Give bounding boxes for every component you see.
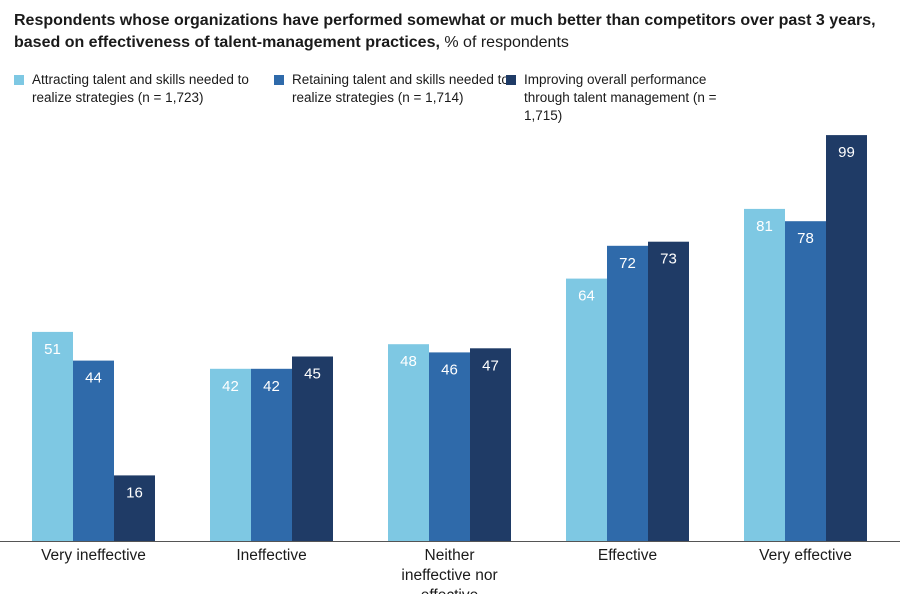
x-tick-label-3: Effective bbox=[598, 547, 657, 564]
bar-attracting-3 bbox=[566, 278, 607, 541]
data-label-retaining-0: 44 bbox=[85, 370, 102, 387]
bar-attracting-2 bbox=[388, 344, 429, 541]
bar-attracting-1 bbox=[210, 368, 251, 541]
data-label-retaining-3: 72 bbox=[619, 255, 636, 272]
bar-retaining-0 bbox=[73, 360, 114, 541]
data-label-improving-2: 47 bbox=[482, 357, 499, 374]
legend-swatch-improving bbox=[506, 75, 516, 85]
legend-swatch-attracting bbox=[14, 75, 24, 85]
bar-improving-2 bbox=[470, 348, 511, 541]
bar-improving-3 bbox=[648, 241, 689, 541]
data-label-attracting-3: 64 bbox=[578, 288, 595, 305]
bar-retaining-2 bbox=[429, 352, 470, 541]
data-label-improving-0: 16 bbox=[126, 484, 143, 501]
x-tick-label-4: Very effective bbox=[759, 547, 852, 564]
legend-label-improving: Improving overall performance through ta… bbox=[524, 72, 717, 123]
legend-label-retaining: Retaining talent and skills needed to re… bbox=[292, 72, 509, 105]
bar-improving-1 bbox=[292, 356, 333, 541]
data-label-attracting-2: 48 bbox=[400, 353, 417, 370]
legend-label-attracting: Attracting talent and skills needed to r… bbox=[32, 72, 249, 105]
bar-improving-4 bbox=[826, 135, 867, 541]
data-label-improving-3: 73 bbox=[660, 251, 677, 268]
bar-retaining-4 bbox=[785, 221, 826, 541]
bar-retaining-3 bbox=[607, 245, 648, 542]
bar-retaining-1 bbox=[251, 368, 292, 541]
chart-title-unit: % of respondents bbox=[444, 34, 569, 51]
legend-swatch-retaining bbox=[274, 75, 284, 85]
data-label-retaining-1: 42 bbox=[263, 378, 280, 395]
chart-title-text: Respondents whose organizations have per… bbox=[14, 12, 876, 51]
bar-attracting-0 bbox=[32, 331, 73, 541]
legend: Attracting talent and skills needed to r… bbox=[0, 71, 900, 123]
data-label-attracting-0: 51 bbox=[44, 341, 61, 358]
x-tick-label-1: Ineffective bbox=[236, 547, 306, 564]
data-label-retaining-2: 46 bbox=[441, 361, 458, 378]
chart-title: Respondents whose organizations have per… bbox=[14, 10, 894, 54]
x-tick-label-0: Very ineffective bbox=[41, 547, 146, 564]
bar-attracting-4 bbox=[744, 208, 785, 541]
data-label-improving-4: 99 bbox=[838, 144, 855, 161]
bar-improving-0 bbox=[114, 475, 155, 541]
data-label-attracting-4: 81 bbox=[756, 218, 773, 235]
data-label-retaining-4: 78 bbox=[797, 230, 814, 247]
data-label-attracting-1: 42 bbox=[222, 378, 239, 395]
data-label-improving-1: 45 bbox=[304, 366, 321, 383]
